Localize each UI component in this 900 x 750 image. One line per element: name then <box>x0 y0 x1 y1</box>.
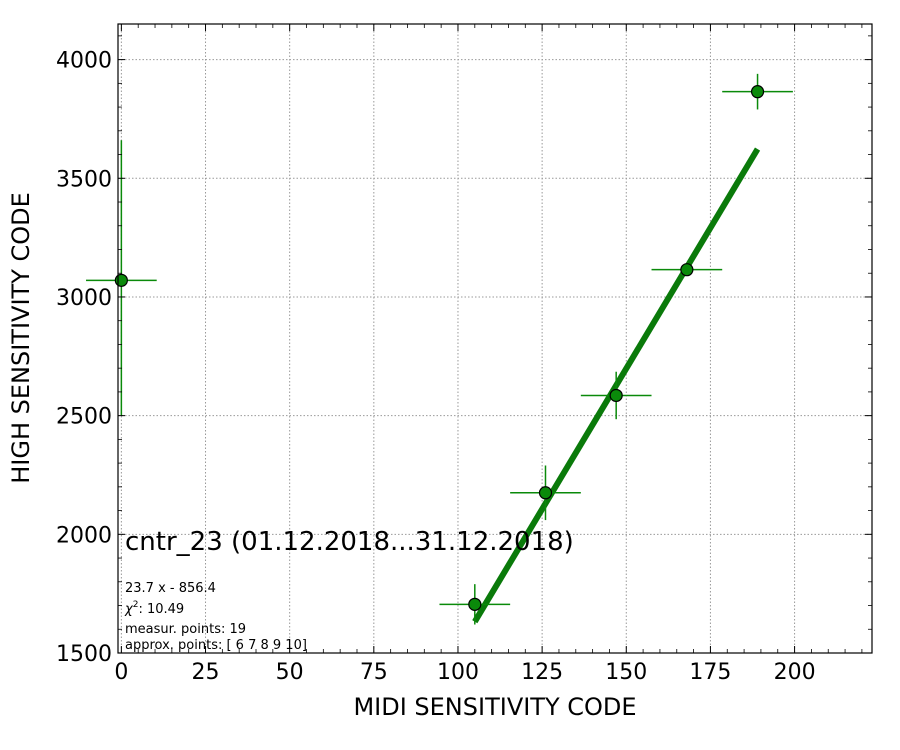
y-tick-label: 3500 <box>56 167 112 192</box>
chart-annotation-title: cntr_23 (01.12.2018...31.12.2018) <box>125 527 574 557</box>
chi-square: χ2: 10.49 <box>124 600 184 617</box>
chi-symbol: χ <box>124 602 134 617</box>
y-tick-label: 4000 <box>56 49 112 74</box>
x-axis-label: MIDI SENSITIVITY CODE <box>353 693 636 721</box>
y-tick-label: 1500 <box>56 642 112 667</box>
fit-equation: 23.7 x - 856.4 <box>125 581 216 596</box>
approx-points: approx. points: [ 6 7 8 9 10] <box>125 638 307 653</box>
grid <box>118 24 872 654</box>
data-point <box>750 85 765 99</box>
ticks: 0 25 50 75 100 125 150 175 200 1500 2000 2500 3000 35… <box>56 24 872 685</box>
data-point <box>538 486 553 500</box>
x-tick-label: 200 <box>774 660 816 685</box>
chi-value: : 10.49 <box>138 602 184 617</box>
data-point <box>114 273 128 287</box>
x-tick-label: 0 <box>114 660 128 685</box>
y-tick-label: 2000 <box>56 523 112 548</box>
x-tick-label: 75 <box>360 660 388 685</box>
plot-border <box>117 23 873 654</box>
annotations: cntr_23 (01.12.2018...31.12.2018) 23.7 x… <box>124 527 574 653</box>
measur-points: measur. points: 19 <box>125 622 246 637</box>
data-point <box>468 597 482 611</box>
y-tick-label: 2500 <box>56 405 112 430</box>
data-point <box>609 388 623 403</box>
x-tick-label: 100 <box>437 660 479 685</box>
data-point <box>680 263 694 277</box>
plot-frame <box>117 23 873 654</box>
y-axis-label: HIGH SENSITIVITY CODE <box>7 192 35 484</box>
x-tick-label: 25 <box>192 660 220 685</box>
y-tick-label: 3000 <box>56 286 112 311</box>
x-tick-label: 150 <box>605 660 647 685</box>
x-tick-label: 125 <box>521 660 563 685</box>
chi-superscript: 2 <box>133 600 139 610</box>
x-tick-label: 175 <box>689 660 731 685</box>
x-tick-label: 50 <box>276 660 304 685</box>
